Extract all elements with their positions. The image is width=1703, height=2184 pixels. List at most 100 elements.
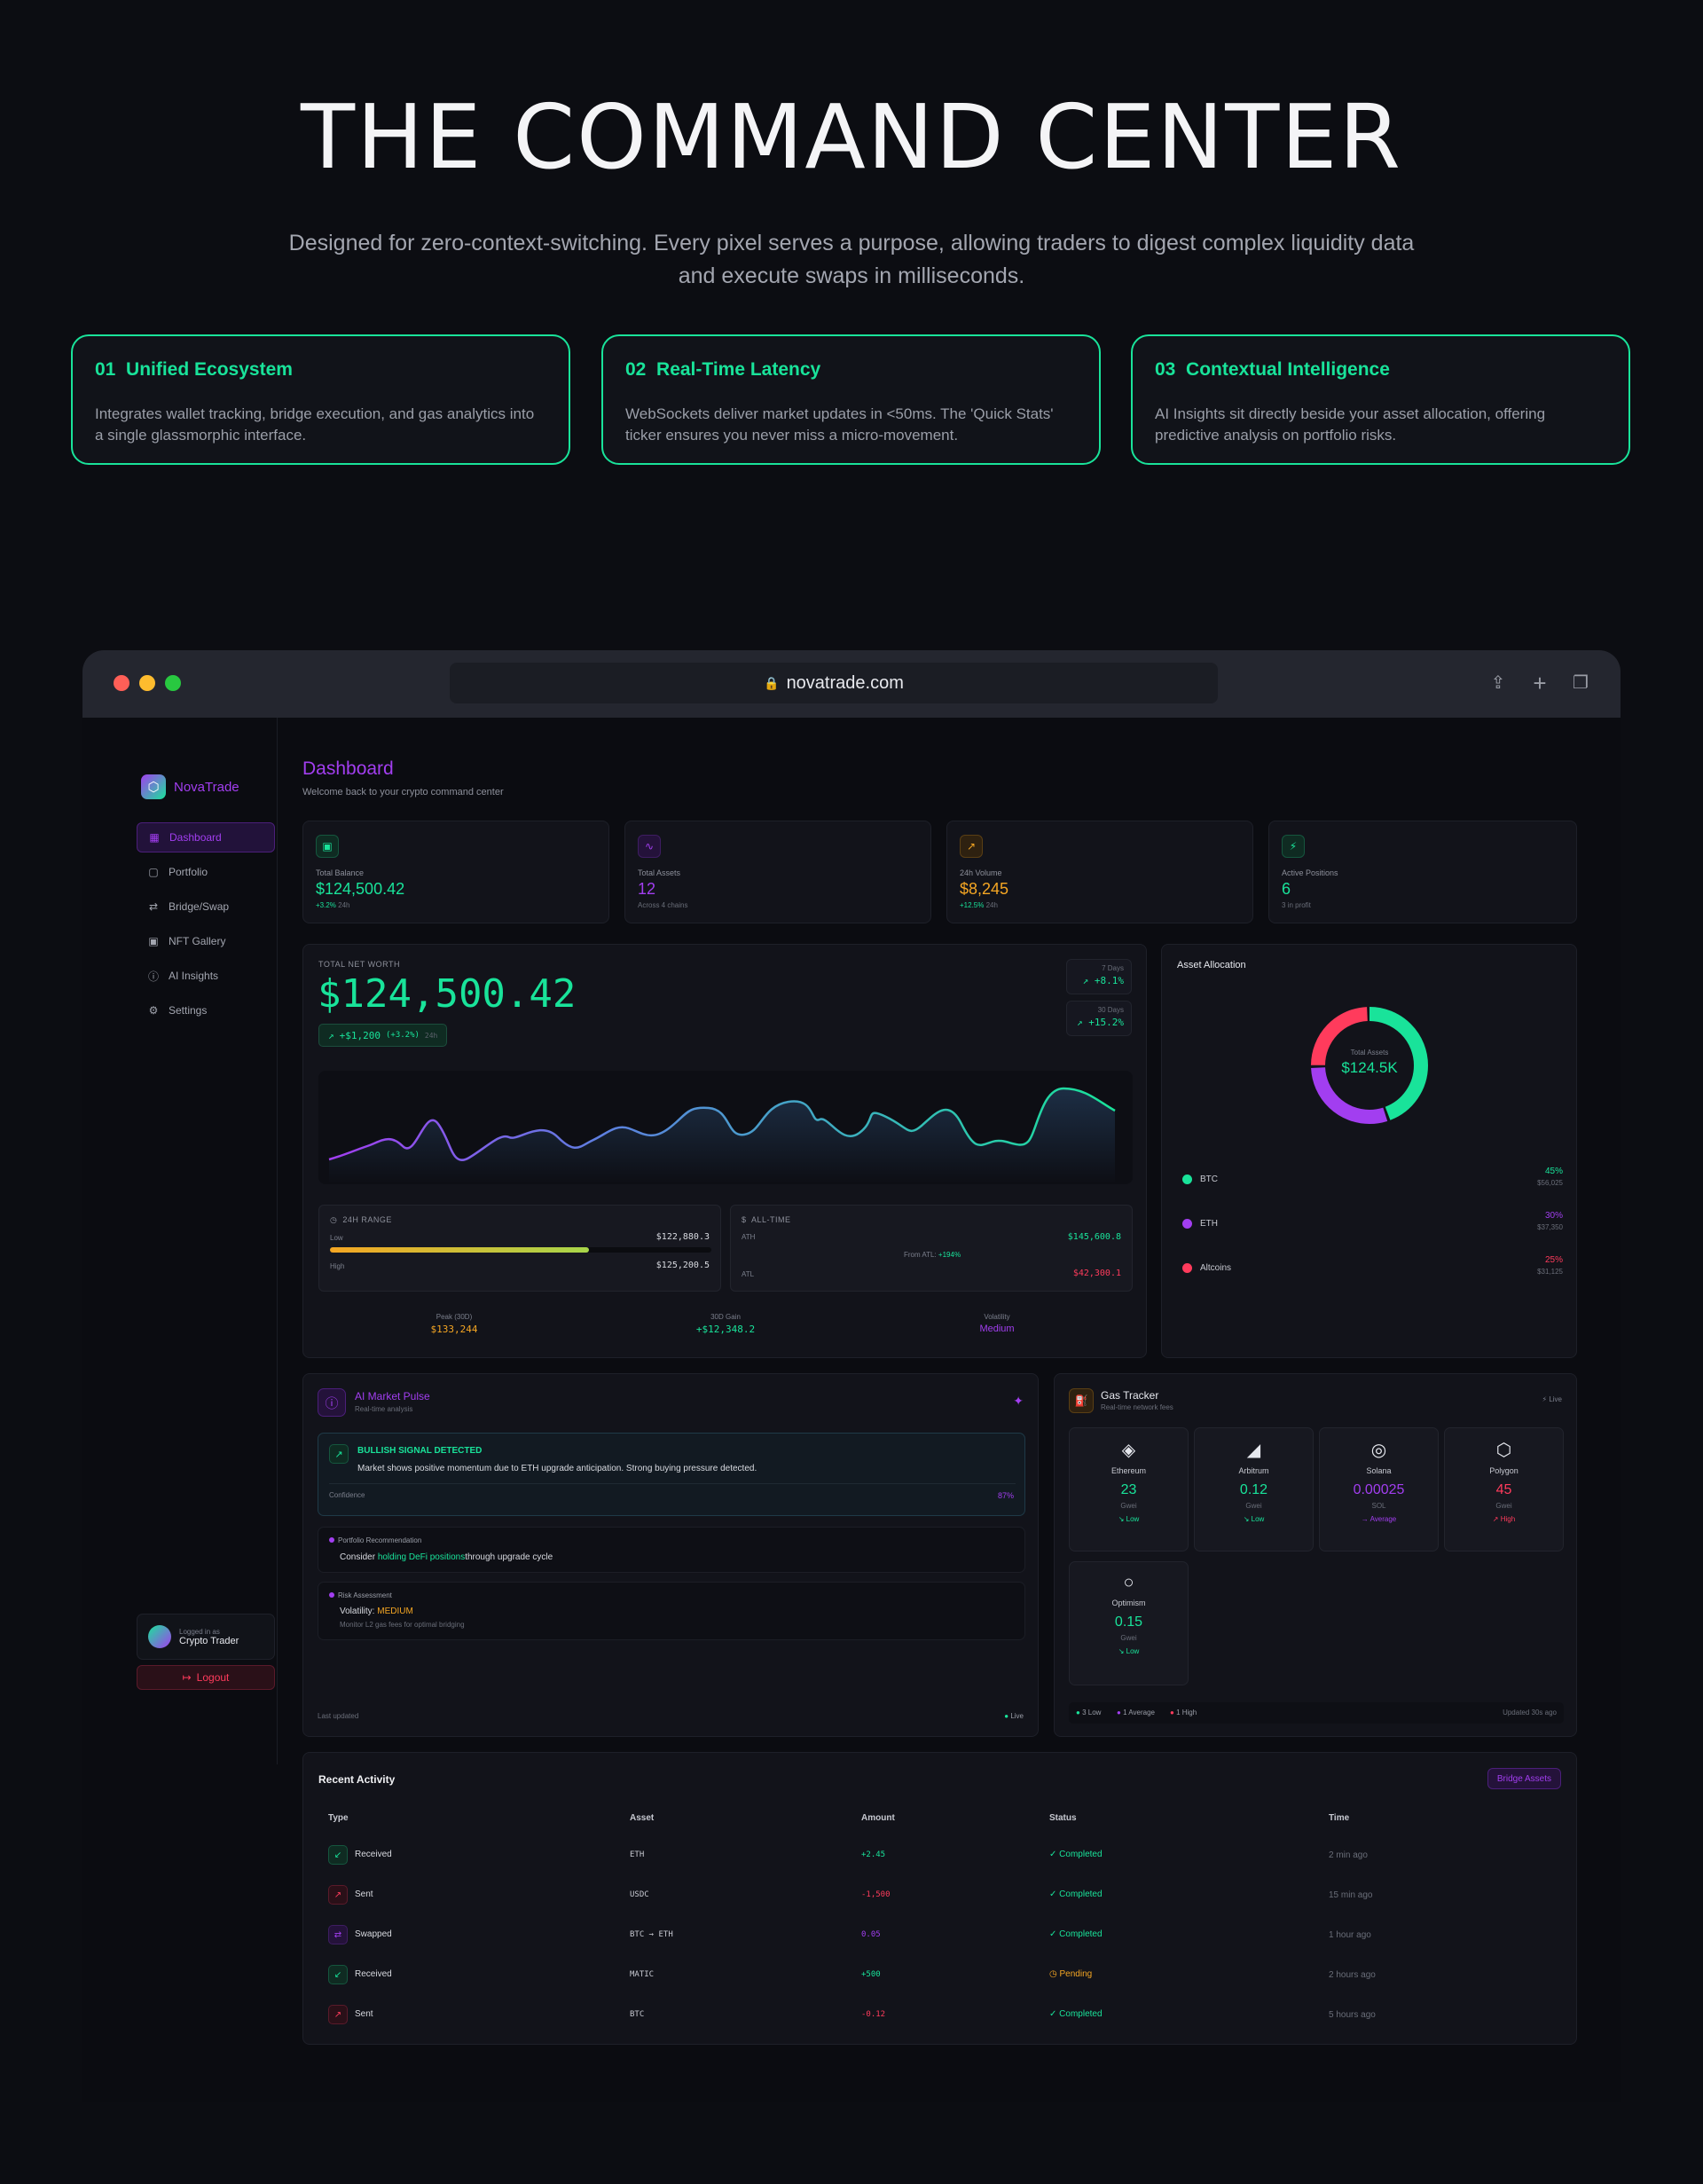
stat-value: 12 [638, 880, 656, 898]
row-asset: BTC → ETH [630, 1930, 673, 1939]
new-tab-icon[interactable]: + [1533, 670, 1547, 696]
network-name: Ethereum [1110, 1466, 1147, 1475]
bridge-assets-button[interactable]: Bridge Assets [1487, 1768, 1561, 1789]
table-row[interactable]: ↙ Received MATIC +500 ◷ Pending 2 hours … [328, 1961, 1570, 1988]
net-worth-chart [318, 1071, 1133, 1184]
clock-icon: ◷ [1049, 1969, 1057, 1979]
legend-dot-average: ● [1117, 1709, 1121, 1717]
sidebar-item-dashboard[interactable]: ▦ Dashboard [137, 822, 275, 852]
ethereum-icon: ◈ [1121, 1441, 1136, 1460]
chart-area [329, 1088, 1115, 1184]
gas-network-card-ethereum[interactable]: ◈ Ethereum 23 Gwei ↘ Low [1069, 1427, 1189, 1552]
wallet-icon: ▢ [148, 866, 159, 878]
feature-number: 03 [1155, 359, 1176, 380]
donut-center-label: Total Assets [1350, 1049, 1389, 1057]
brand-logo[interactable]: ⬡ NovaTrade [141, 774, 239, 799]
gas-updated: Updated 30s ago [1503, 1709, 1557, 1717]
sparkles-icon[interactable]: ✦ [1013, 1394, 1024, 1408]
browser-toolbar: 🔒 novatrade.com ⇪ + ❐ [82, 650, 1621, 718]
table-row[interactable]: ⇄ Swapped BTC → ETH 0.05 ✓ Completed 1 h… [328, 1921, 1570, 1948]
risk-value: MEDIUM [377, 1607, 413, 1616]
table-row[interactable]: ↗ Sent USDC -1,500 ✓ Completed 15 min ag… [328, 1882, 1570, 1908]
range-title: 24H RANGE [342, 1215, 392, 1224]
asset-allocation-card: Asset Allocation Total Assets $124.5K BT… [1161, 944, 1577, 1358]
logout-button[interactable]: ↦ Logout [137, 1665, 275, 1690]
stat-card-total-assets: ∿ Total Assets 12 Across 4 chains [624, 821, 931, 923]
arrow-down-left-icon: ↙ [328, 1845, 348, 1865]
brain-icon: ⓘ [318, 1388, 346, 1417]
stat-change: +12.5% [960, 901, 985, 909]
row-type: Received [355, 1969, 392, 1979]
allocation-item-altcoins[interactable]: Altcoins 25% $31,125 [1177, 1253, 1563, 1298]
gas-network-card-arbitrum[interactable]: ◢ Arbitrum 0.12 Gwei ↘ Low [1194, 1427, 1314, 1552]
share-icon[interactable]: ⇪ [1490, 673, 1506, 693]
image-icon: ▣ [148, 935, 159, 947]
period-value: +8.1% [1094, 975, 1124, 986]
gas-value: 0.15 [1114, 1614, 1143, 1630]
signal-panel: ↗ BULLISH SIGNAL DETECTED Market shows p… [318, 1433, 1025, 1516]
feature-desc: AI Insights sit directly beside your ass… [1155, 405, 1546, 444]
footer-stat-volatility: Volatility Medium [861, 1313, 1133, 1335]
solana-icon: ◎ [1370, 1441, 1387, 1460]
row-status: Completed [1059, 2009, 1103, 2019]
range-high-label: High [330, 1262, 345, 1270]
row-time: 2 min ago [1329, 1850, 1368, 1860]
gas-value: 0.12 [1239, 1482, 1268, 1497]
gas-network-card-optimism[interactable]: ○ Optimism 0.15 Gwei ↘ Low [1069, 1561, 1189, 1685]
confidence-label: Confidence [329, 1491, 365, 1499]
period-value: +15.2% [1088, 1017, 1124, 1028]
bullet-dot [329, 1592, 334, 1598]
footer-stat-value: $133,244 [430, 1324, 478, 1335]
ath-value: $145,600.8 [1067, 1232, 1121, 1242]
sidebar-item-portfolio[interactable]: ▢ Portfolio [137, 857, 275, 887]
feature-title: Real-Time Latency [656, 359, 821, 380]
allocation-pct: 45% [1544, 1167, 1563, 1176]
table-row[interactable]: ↙ Received ETH +2.45 ✓ Completed 2 min a… [328, 1842, 1570, 1868]
gas-unit: SOL [1371, 1502, 1386, 1510]
donut-slice-eth[interactable] [1311, 1007, 1428, 1124]
table-row[interactable]: ↗ Sent BTC -0.12 ✓ Completed 5 hours ago [328, 2001, 1570, 2028]
arrow-up-right-icon: ↗ [1082, 975, 1089, 986]
period-badge-7d[interactable]: 7 Days ↗ +8.1% [1066, 959, 1132, 994]
user-card[interactable]: Logged in as Crypto Trader [137, 1614, 275, 1660]
row-status: Completed [1059, 1929, 1103, 1939]
fuel-icon: ⛽ [1069, 1388, 1094, 1413]
stat-sub: 24h [985, 901, 998, 909]
gas-network-card-polygon[interactable]: ⬡ Polygon 45 Gwei ↗ High [1444, 1427, 1564, 1552]
check-circle-icon: ✓ [1049, 2009, 1057, 2019]
allocation-name: BTC [1200, 1174, 1218, 1184]
activity-icon: ∿ [638, 835, 661, 858]
legend-dot-high: ● [1170, 1709, 1174, 1717]
donut-slice-btc[interactable] [1311, 1007, 1428, 1124]
column-header-asset: Asset [630, 1813, 655, 1823]
network-name: Optimism [1111, 1599, 1146, 1607]
row-status: Pending [1059, 1969, 1093, 1979]
range-bar [330, 1247, 711, 1253]
footer-stat-gain: 30D Gain +$12,348.2 [590, 1313, 861, 1335]
gas-level: Low [1126, 1647, 1140, 1655]
signal-title: BULLISH SIGNAL DETECTED [357, 1446, 483, 1456]
stat-sub: Across 4 chains [638, 901, 688, 909]
address-bar[interactable]: 🔒 novatrade.com [450, 663, 1218, 703]
net-worth-line-chart [328, 1087, 1116, 1184]
close-window-button[interactable] [114, 675, 129, 691]
gas-network-card-solana[interactable]: ◎ Solana 0.00025 SOL → Average [1319, 1427, 1439, 1552]
page-title: Dashboard [302, 758, 394, 779]
sidebar-item-ai-insights[interactable]: ⓘ AI Insights [137, 961, 275, 991]
stat-change: +3.2% [316, 901, 336, 909]
period-badge-30d[interactable]: 30 Days ↗ +15.2% [1066, 1001, 1132, 1036]
allocation-item-btc[interactable]: BTC 45% $56,025 [1177, 1165, 1563, 1209]
avatar [148, 1625, 171, 1648]
maximize-window-button[interactable] [165, 675, 181, 691]
tabs-overview-icon[interactable]: ❐ [1573, 673, 1589, 693]
sidebar-item-settings[interactable]: ⚙ Settings [137, 995, 275, 1025]
allocation-item-eth[interactable]: ETH 30% $37,350 [1177, 1209, 1563, 1253]
sidebar-item-bridge-swap[interactable]: ⇄ Bridge/Swap [137, 892, 275, 922]
sidebar-item-nft-gallery[interactable]: ▣ NFT Gallery [137, 926, 275, 956]
minimize-window-button[interactable] [139, 675, 155, 691]
range-low-value: $122,880.3 [655, 1232, 710, 1242]
sidebar-item-label: Bridge/Swap [169, 900, 230, 913]
clock-icon: ◷ [330, 1215, 338, 1224]
divider [329, 1483, 1016, 1484]
signal-text: Market shows positive momentum due to ET… [357, 1464, 757, 1473]
